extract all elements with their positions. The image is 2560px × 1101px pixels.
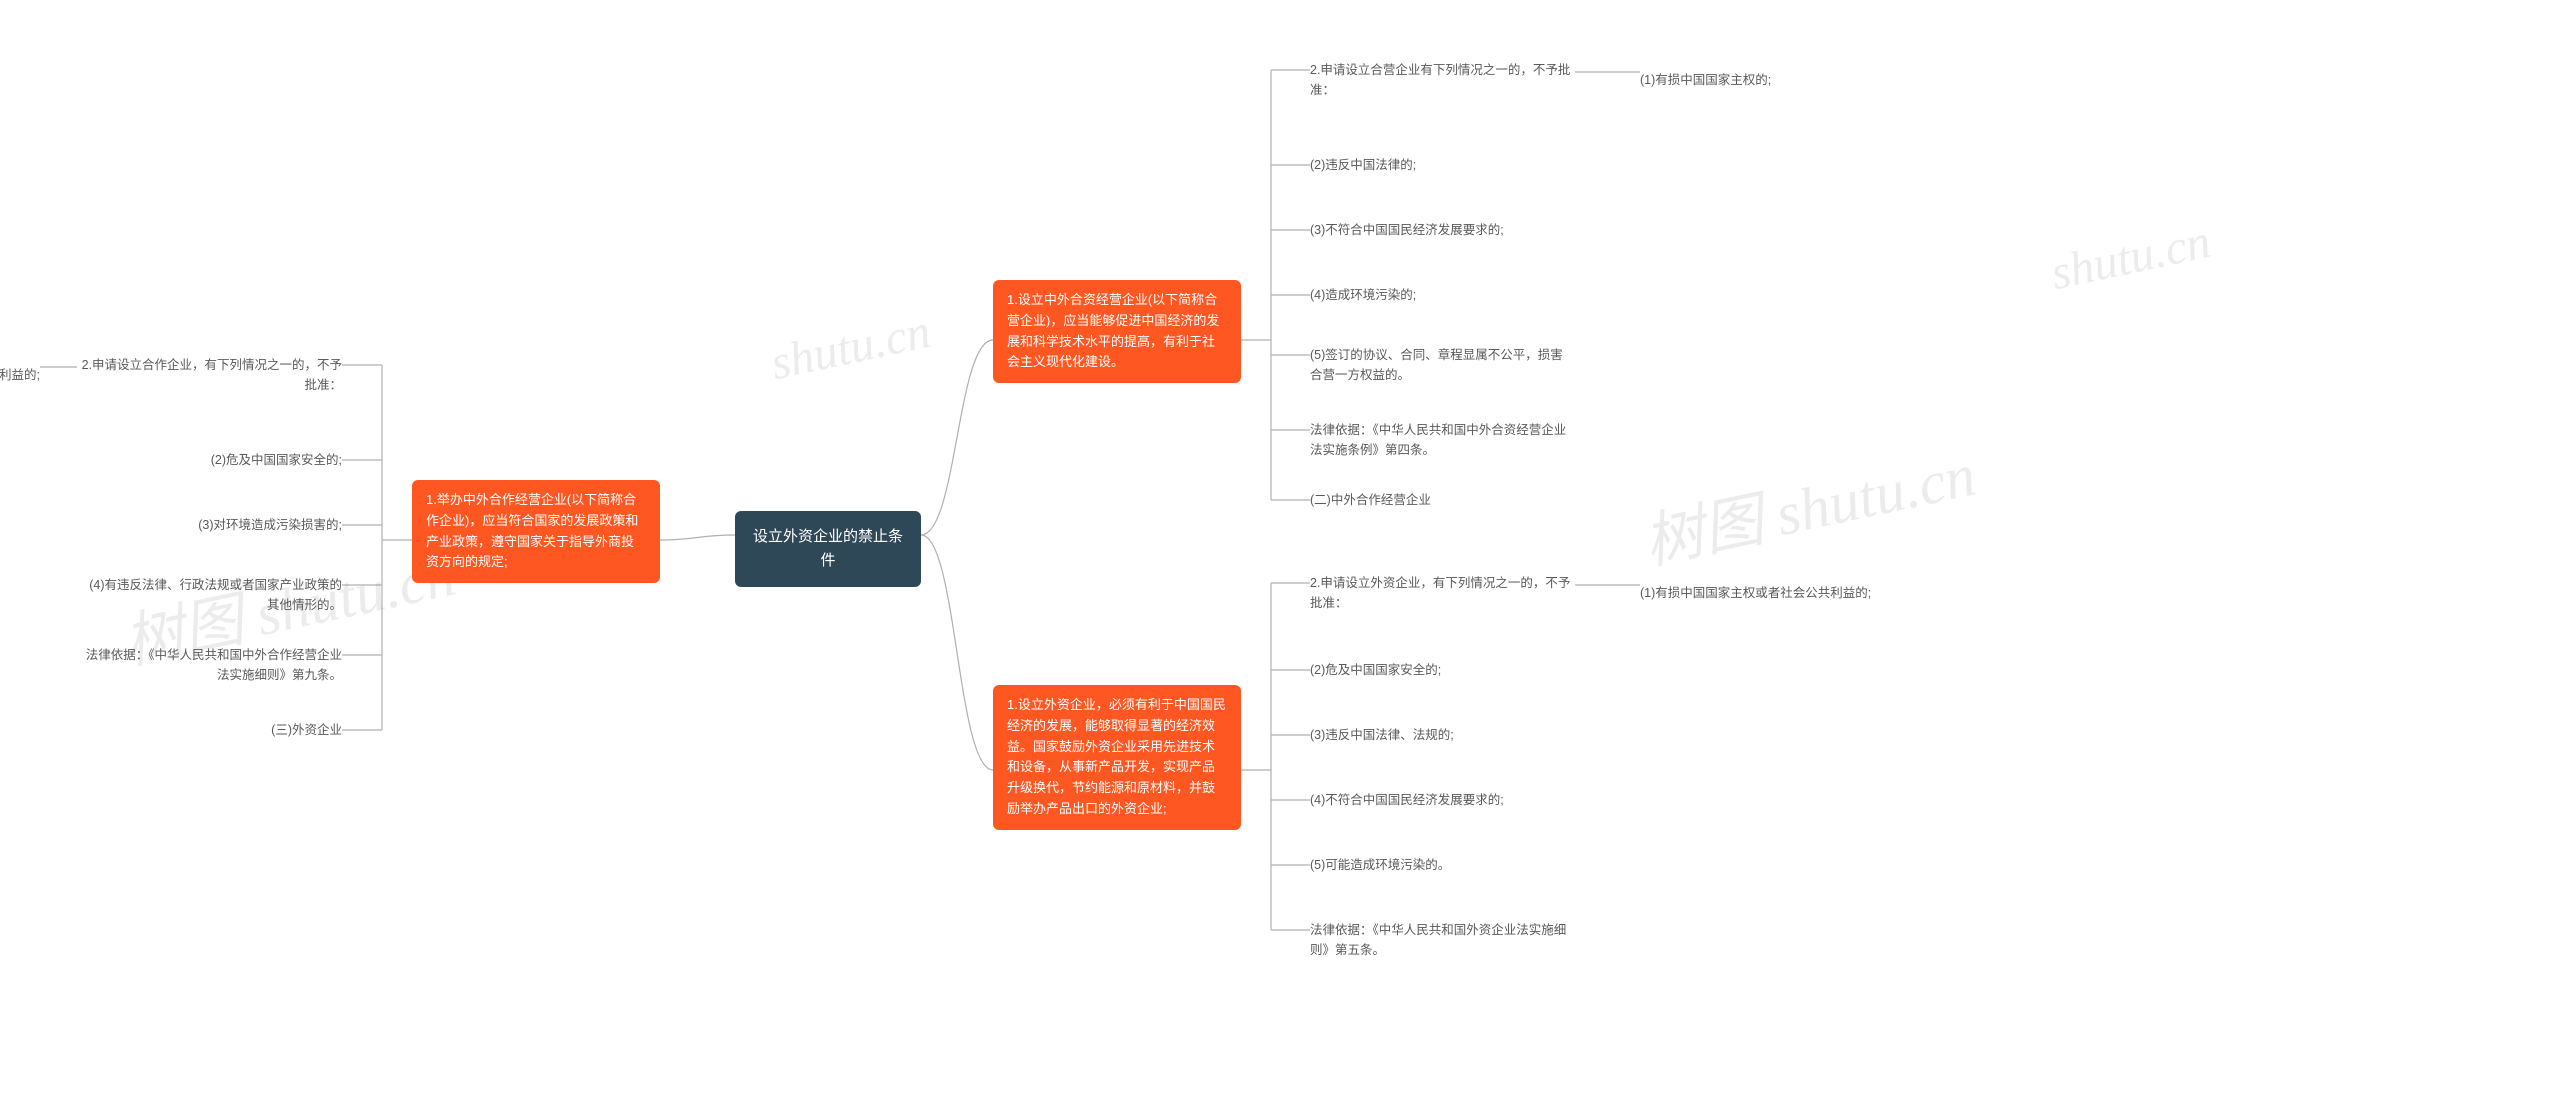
leaf-node: 法律依据：《中华人民共和国中外合作经营企业法实施细则》第九条。 <box>77 645 342 685</box>
leaf-node: (3)对环境造成污染损害的; <box>77 515 342 535</box>
leaf-node: 2.申请设立合营企业有下列情况之一的，不予批准： <box>1310 60 1575 100</box>
leaf-node: (4)有违反法律、行政法规或者国家产业政策的其他情形的。 <box>77 575 342 615</box>
left-main-node: 1.举办中外合作经营企业(以下简称合作企业)，应当符合国家的发展政策和产业政策，… <box>412 480 660 583</box>
right-main-node-1: 1.设立中外合资经营企业(以下简称合营企业)，应当能够促进中国经济的发展和科学技… <box>993 280 1241 383</box>
center-node: 设立外资企业的禁止条件 <box>735 511 921 587</box>
leaf-sub-node: (1)有损中国国家主权或者社会公共利益的; <box>0 365 40 385</box>
leaf-node: (2)违反中国法律的; <box>1310 155 1575 175</box>
right-main-node-2: 1.设立外资企业，必须有利于中国国民经济的发展，能够取得显著的经济效益。国家鼓励… <box>993 685 1241 830</box>
leaf-node: 2.申请设立外资企业，有下列情况之一的，不予批准： <box>1310 573 1575 613</box>
watermark: 树图 shutu.cn <box>1635 426 1982 581</box>
leaf-sub-node: (1)有损中国国家主权的; <box>1640 70 1945 90</box>
leaf-node: (4)不符合中国国民经济发展要求的; <box>1310 790 1575 810</box>
leaf-node: (2)危及中国国家安全的; <box>1310 660 1575 680</box>
leaf-node: (5)签订的协议、合同、章程显属不公平，损害合营一方权益的。 <box>1310 345 1575 385</box>
leaf-node: (3)不符合中国国民经济发展要求的; <box>1310 220 1575 240</box>
watermark: shutu.cn <box>766 304 935 391</box>
leaf-node: (三)外资企业 <box>77 720 342 740</box>
leaf-node: (3)违反中国法律、法规的; <box>1310 725 1575 745</box>
leaf-node: 2.申请设立合作企业，有下列情况之一的，不予批准： <box>77 355 342 395</box>
leaf-node: (2)危及中国国家安全的; <box>77 450 342 470</box>
leaf-node: (二)中外合作经营企业 <box>1310 490 1575 510</box>
leaf-node: (5)可能造成环境污染的。 <box>1310 855 1575 875</box>
leaf-sub-node: (1)有损中国国家主权或者社会公共利益的; <box>1640 583 1945 603</box>
connector-layer <box>0 0 2560 1101</box>
watermark: shutu.cn <box>2046 214 2215 301</box>
leaf-node: (4)造成环境污染的; <box>1310 285 1575 305</box>
leaf-node: 法律依据：《中华人民共和国外资企业法实施细则》第五条。 <box>1310 920 1575 960</box>
leaf-node: 法律依据：《中华人民共和国中外合资经营企业法实施条例》第四条。 <box>1310 420 1575 460</box>
